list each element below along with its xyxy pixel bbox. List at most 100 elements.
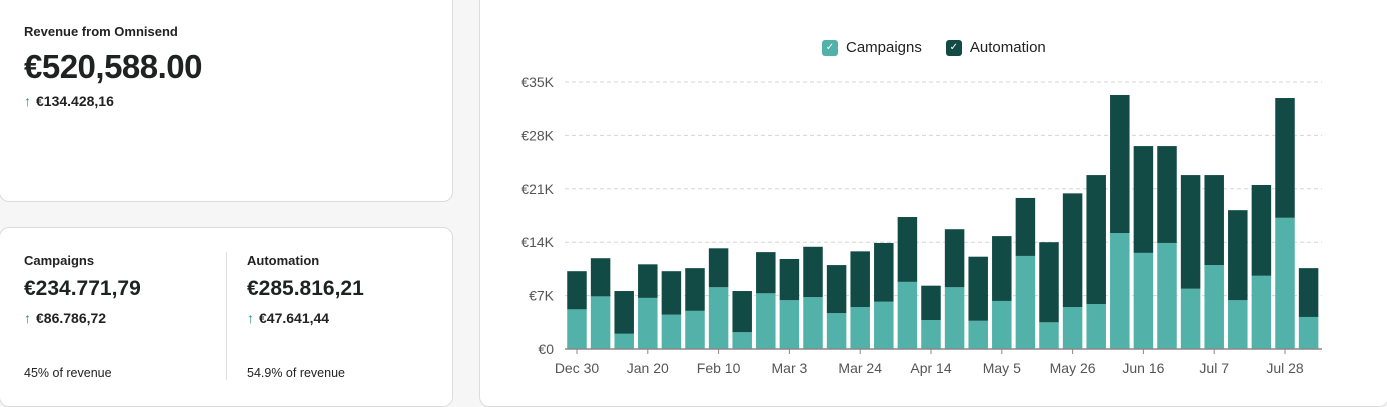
- bar-campaigns: [1157, 242, 1177, 349]
- bar-campaigns: [1110, 233, 1130, 349]
- bar-campaigns: [1204, 265, 1224, 349]
- y-tick-label: €0: [538, 341, 554, 357]
- bar-automation: [992, 236, 1012, 301]
- bar-campaigns: [567, 309, 587, 349]
- x-tick-label: Jun 16: [1122, 360, 1164, 376]
- bar-campaigns: [850, 307, 870, 349]
- bar-campaigns: [826, 313, 847, 349]
- total-revenue-card: [0, 0, 453, 202]
- bar-campaigns: [1062, 307, 1083, 349]
- x-tick-label: Mar 3: [772, 360, 808, 376]
- arrow-up-icon: ↑: [24, 310, 31, 326]
- automation-share: 54.9% of revenue: [247, 366, 345, 380]
- bar-automation: [1275, 98, 1295, 218]
- bar-campaigns: [874, 301, 894, 349]
- x-tick-label: Jan 20: [627, 360, 669, 376]
- bar-campaigns: [708, 287, 729, 349]
- bar-campaigns: [1228, 300, 1248, 349]
- bar-automation: [1228, 210, 1248, 301]
- bar-automation: [661, 271, 682, 315]
- legend-campaigns[interactable]: ✓ Campaigns: [822, 39, 922, 56]
- x-tick-label: Dec 30: [555, 360, 600, 376]
- total-revenue-value: €520,588.00: [24, 48, 203, 85]
- bar-campaigns: [1086, 303, 1106, 349]
- bar-automation: [590, 258, 611, 297]
- bar-automation: [638, 264, 658, 298]
- x-tick-label: Apr 14: [910, 360, 951, 376]
- y-tick-label: €35K: [521, 74, 554, 90]
- bar-automation: [897, 217, 918, 282]
- bar-automation: [874, 242, 894, 302]
- bar-campaigns: [1275, 217, 1295, 349]
- bar-automation: [921, 285, 941, 321]
- checkbox-checked-icon[interactable]: ✓: [945, 39, 962, 56]
- bar-automation: [968, 256, 988, 321]
- bar-campaigns: [968, 320, 988, 349]
- bar-campaigns: [661, 314, 682, 349]
- automation-value: €285.816,21: [247, 277, 364, 300]
- x-tick-label: Jul 7: [1199, 360, 1229, 376]
- bar-campaigns: [944, 287, 965, 349]
- campaigns-value: €234.771,79: [24, 277, 141, 300]
- bar-automation: [1015, 197, 1036, 256]
- bar-automation: [779, 258, 800, 301]
- bar-automation: [756, 252, 776, 294]
- bar-automation: [732, 291, 752, 333]
- bar-automation: [1133, 146, 1154, 253]
- bar-automation: [1298, 268, 1319, 317]
- y-tick-label: €28K: [521, 127, 554, 143]
- bar-campaigns: [638, 297, 658, 349]
- bar-automation: [1204, 175, 1224, 266]
- bar-campaigns: [732, 332, 752, 349]
- total-revenue-delta: ↑ €134.428,16: [24, 93, 114, 109]
- bar-campaigns: [803, 297, 823, 349]
- bar-automation: [1157, 146, 1177, 243]
- automation-delta: ↑ €47.641,44: [247, 310, 330, 326]
- campaigns-label: Campaigns: [24, 253, 95, 268]
- bar-campaigns: [1133, 252, 1154, 349]
- bar-automation: [826, 265, 847, 314]
- campaigns-delta: ↑ €86.786,72: [24, 310, 107, 326]
- x-tick-label: Jul 28: [1266, 360, 1304, 376]
- bar-campaigns: [1039, 322, 1059, 349]
- bar-campaigns: [992, 300, 1012, 349]
- bar-automation: [1086, 175, 1106, 304]
- bar-automation: [685, 268, 705, 311]
- bar-campaigns: [779, 300, 800, 349]
- bar-automation: [1062, 193, 1083, 308]
- bar-automation: [567, 271, 587, 310]
- bar-campaigns: [685, 310, 705, 349]
- divider: [226, 252, 227, 380]
- checkbox-checked-icon[interactable]: ✓: [822, 39, 838, 56]
- bar-campaigns: [1251, 275, 1272, 349]
- bar-automation: [944, 229, 965, 288]
- bar-campaigns: [1180, 288, 1201, 349]
- bar-campaigns: [921, 320, 941, 349]
- automation-label: Automation: [247, 253, 320, 268]
- y-tick-label: €21K: [521, 181, 554, 197]
- arrow-up-icon: ↑: [247, 310, 254, 326]
- y-tick-label: €7K: [529, 288, 555, 304]
- bar-automation: [1039, 242, 1059, 323]
- total-revenue-label: Revenue from Omnisend: [24, 24, 178, 39]
- x-tick-label: Feb 10: [697, 360, 741, 376]
- revenue-bar-chart: €0 €7K €14K €21K €28K €35K Dec 30 Jan 20 Feb 10 M…: [521, 74, 1322, 376]
- chart-legend: ✓ Campaigns ✓ Automation: [822, 39, 1046, 56]
- bar-automation: [1251, 184, 1272, 276]
- bar-automation: [708, 248, 729, 288]
- bar-automation: [614, 291, 634, 334]
- bar-campaigns: [590, 296, 611, 349]
- bar-campaigns: [756, 293, 776, 349]
- campaigns-share: 45% of revenue: [24, 366, 112, 380]
- bar-automation: [1180, 175, 1201, 289]
- bar-automation: [803, 246, 823, 298]
- bar-campaigns: [897, 281, 918, 349]
- bar-campaigns: [1015, 255, 1036, 349]
- bar-automation: [1110, 94, 1130, 234]
- legend-automation[interactable]: ✓ Automation: [945, 39, 1046, 56]
- bar-automation: [850, 251, 870, 308]
- y-tick-label: €14K: [521, 234, 554, 250]
- arrow-up-icon: ↑: [24, 93, 31, 109]
- x-tick-label: Mar 24: [838, 360, 882, 376]
- bar-campaigns: [1298, 316, 1319, 349]
